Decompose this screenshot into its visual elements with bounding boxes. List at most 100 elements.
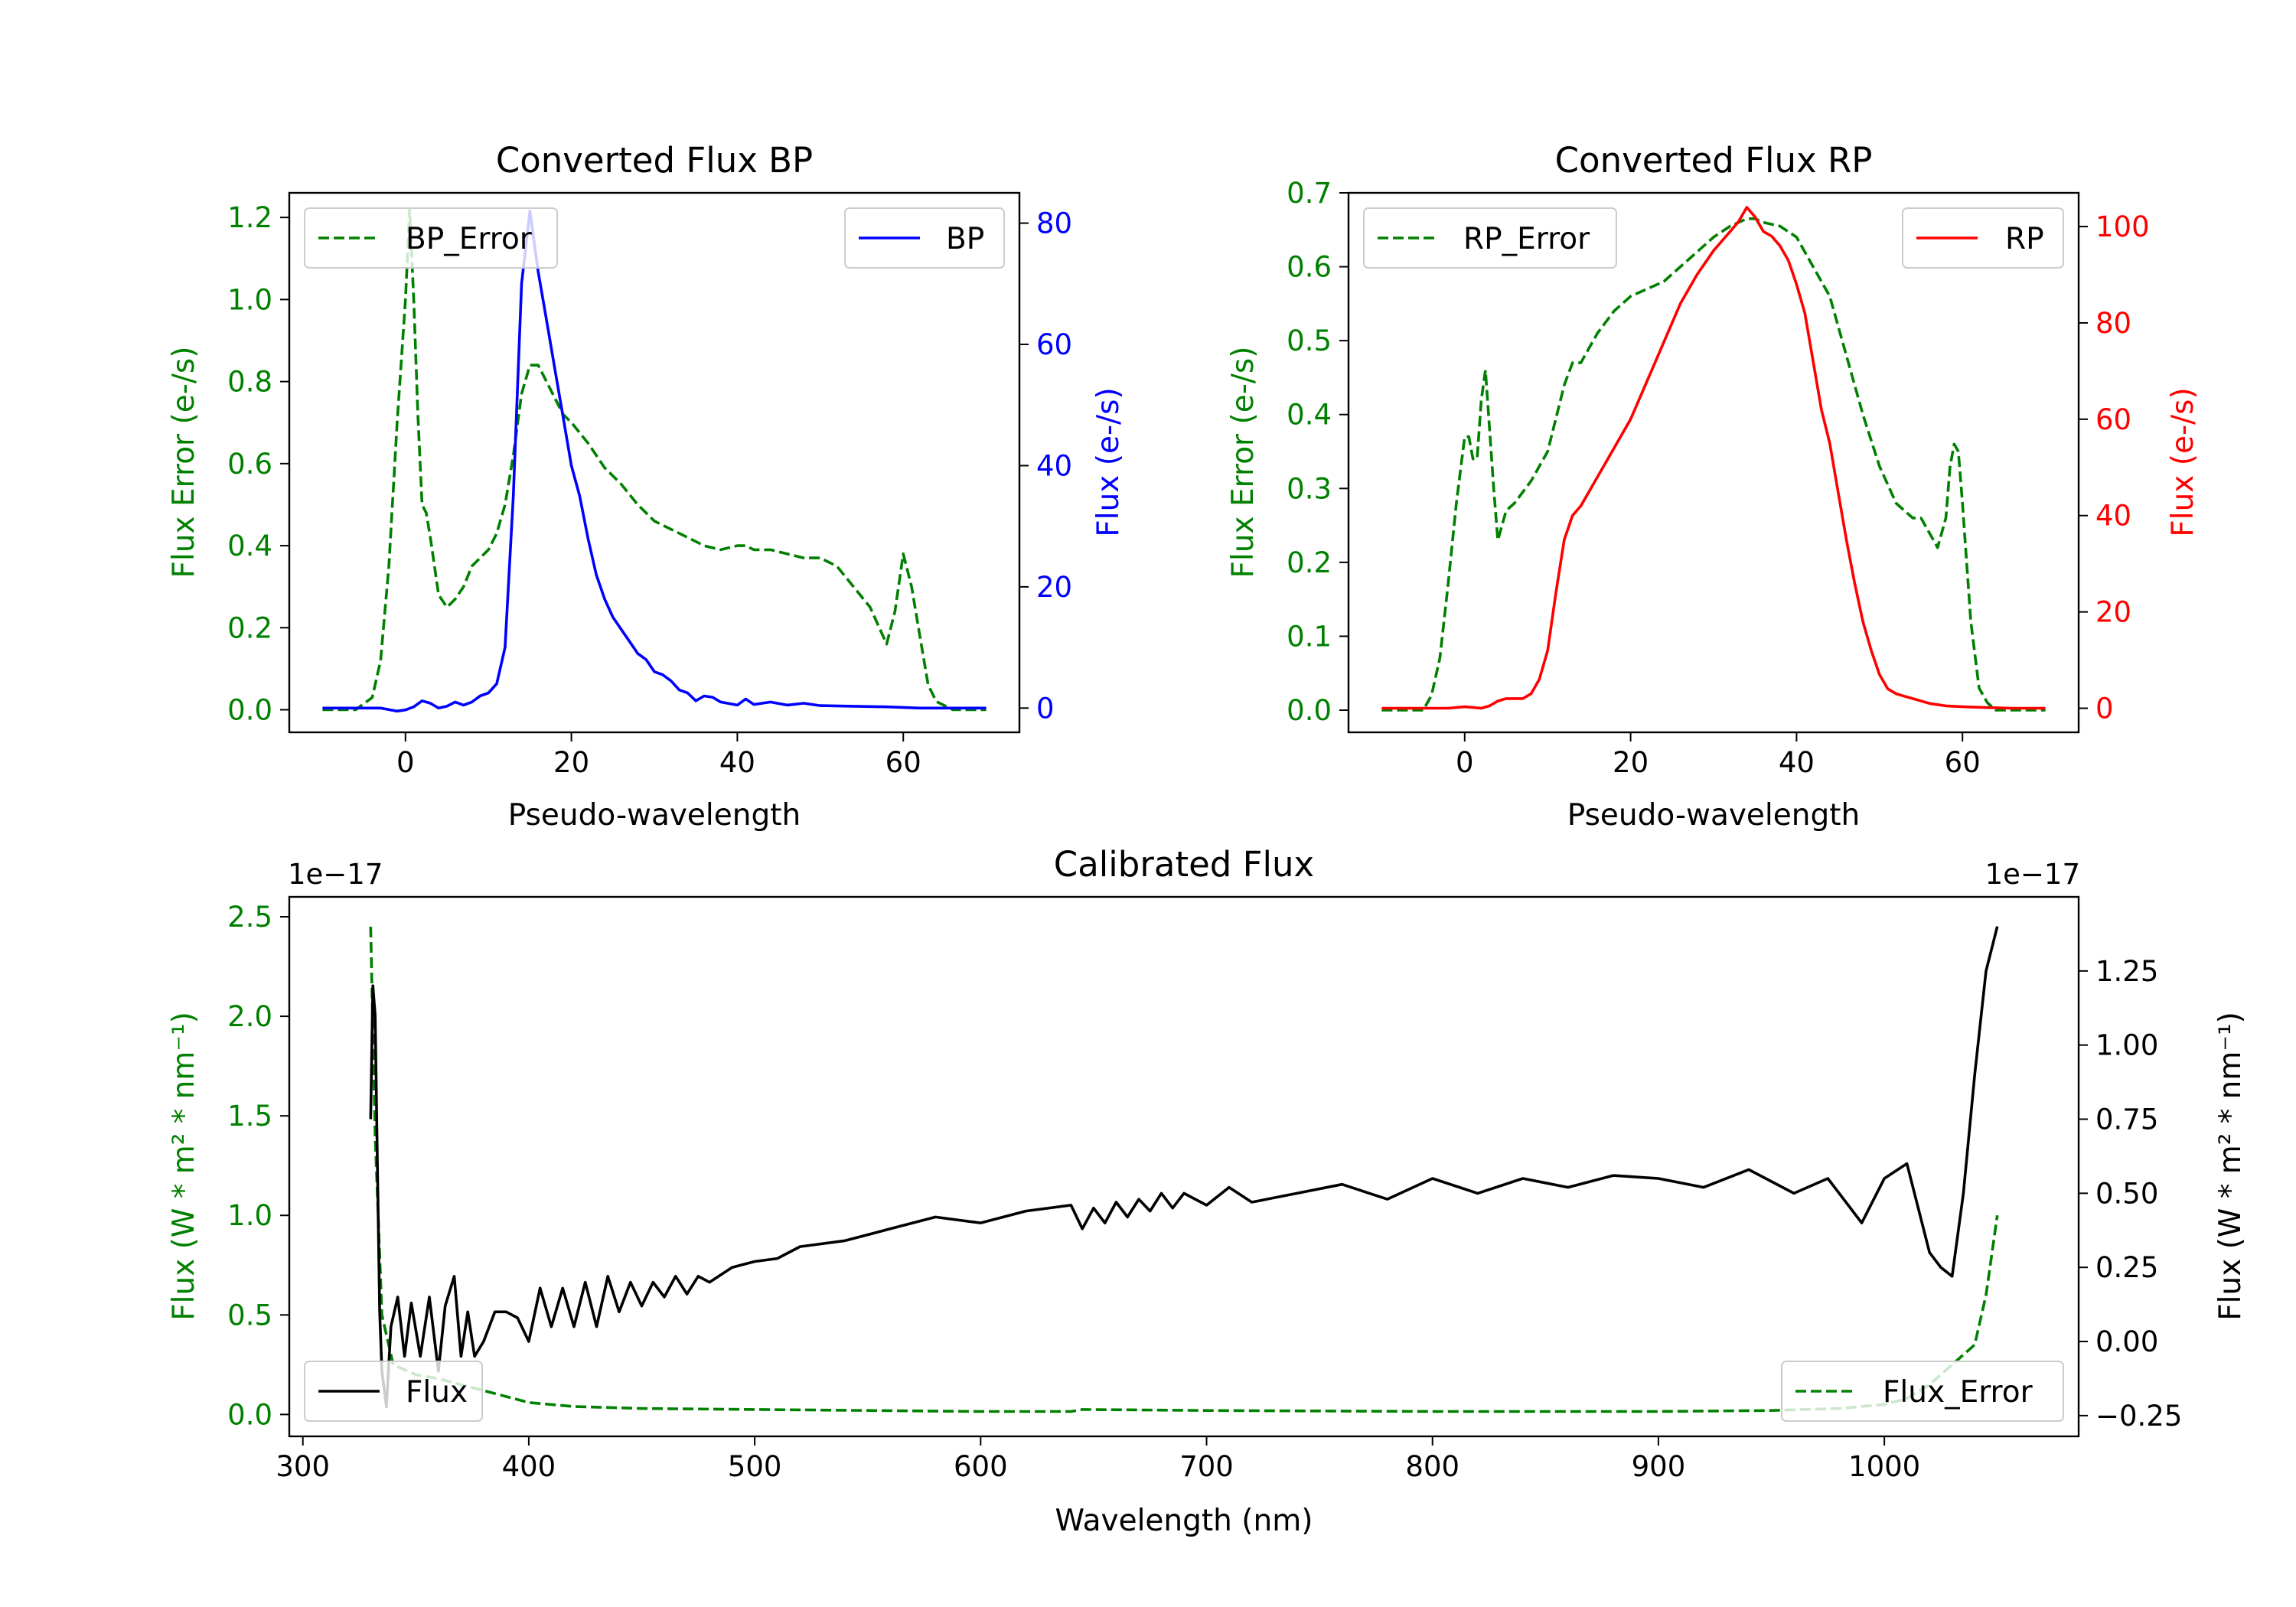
bp-y-right-tick-label: 40	[1036, 449, 1072, 482]
rp-y-right-tick-label: 40	[2095, 500, 2131, 533]
rp-plot-frame	[1347, 191, 2080, 734]
rp-legend-left: RP_Error	[1363, 207, 1617, 269]
bp-y-left-tick-label: 0.6	[227, 448, 272, 481]
cal-y-left-tick-label: 2.5	[227, 901, 272, 934]
rp-y-right-tick-label: 0	[2095, 693, 2114, 725]
bp-x-tick-label: 0	[396, 746, 415, 779]
cal-y-left-tick-label: 1.5	[227, 1100, 272, 1133]
rp-y-left-tick-label: 0.0	[1287, 694, 1332, 727]
cal-panel: Calibrated Flux 1e−17 1e−17 300 400 500 600…	[167, 844, 2248, 1538]
cal-y-right-tick-label: 1.00	[2095, 1029, 2158, 1062]
rp-legend-right: RP	[1902, 207, 2064, 269]
cal-y-left-tick-label: 0.5	[227, 1299, 272, 1332]
rp-x-tick-label: 0	[1456, 746, 1474, 779]
rp-y-left-label: Flux Error (e-/s)	[1226, 347, 1261, 579]
rp-x-tick-label: 60	[1945, 746, 1981, 779]
cal-y-left-tick-label: 1.0	[227, 1199, 272, 1232]
bp-y-left-label: Flux Error (e-/s)	[167, 347, 201, 579]
cal-legend-left-box	[304, 1361, 483, 1422]
cal-title: Calibrated Flux	[1054, 844, 1314, 885]
rp-x-tick-label: 20	[1613, 746, 1649, 779]
cal-y-right-tick-label: 0.75	[2095, 1103, 2158, 1136]
bp-y-left-tick-label: 0.4	[227, 530, 272, 562]
rp-x-label: Pseudo-wavelength	[1567, 798, 1860, 833]
cal-y-right-tick-label: 0.25	[2095, 1251, 2158, 1284]
rp-y-right-tick-label: 80	[2095, 307, 2131, 340]
bp-series-bp-error-line	[322, 207, 987, 712]
rp-series-rp-line	[1381, 206, 2046, 710]
bp-x-ticks: 0 20 40 60	[396, 732, 921, 779]
bp-y-left-tick-label: 1.2	[227, 201, 272, 234]
bp-legend-right-box	[844, 207, 1005, 269]
cal-y-right-tick-label: 0.50	[2095, 1177, 2158, 1210]
bp-panel: Converted Flux BP 0 20 40 60 0.00.20.40.60.…	[167, 140, 1126, 833]
cal-legend-left: Flux	[304, 1361, 483, 1422]
rp-y-left-tick-label: 0.7	[1287, 177, 1332, 210]
cal-x-label: Wavelength (nm)	[1055, 1504, 1313, 1538]
cal-y-left-label: Flux (W * m² * nm⁻¹)	[167, 1012, 201, 1321]
bp-x-tick-label: 60	[885, 746, 921, 779]
rp-y-right-tick-label: 60	[2095, 403, 2131, 436]
rp-title: Converted Flux RP	[1555, 140, 1873, 181]
cal-y-left-tick-label: 0.0	[227, 1398, 272, 1431]
cal-y-left-ticks: 0.0 0.5 1.0 1.5 2.0 2.5	[227, 901, 289, 1431]
rp-legend-flux-label: RP	[2005, 222, 2044, 256]
bp-y-left-tick-label: 0.0	[227, 694, 272, 727]
rp-y-left-tick-label: 0.2	[1287, 546, 1332, 579]
rp-y-right-tick-label: 100	[2095, 210, 2150, 243]
bp-y-right-tick-label: 20	[1036, 571, 1072, 604]
bp-legend-left: BP_Error	[304, 207, 558, 269]
rp-legend-left-box	[1363, 207, 1617, 269]
cal-x-tick-label: 1000	[1848, 1450, 1920, 1483]
cal-x-tick-label: 700	[1179, 1450, 1234, 1483]
rp-x-tick-label: 40	[1779, 746, 1815, 779]
rp-y-left-tick-label: 0.5	[1287, 324, 1332, 357]
cal-x-tick-label: 300	[276, 1450, 330, 1483]
bp-title: Converted Flux BP	[496, 140, 813, 181]
cal-x-tick-label: 800	[1405, 1450, 1459, 1483]
bp-y-right-tick-label: 0	[1036, 692, 1055, 725]
cal-y-right-tick-label: 1.25	[2095, 955, 2158, 988]
bp-legend-flux-label: BP	[946, 222, 984, 256]
rp-y-right-ticks: 0 20 40 60 80 100	[2079, 210, 2150, 725]
rp-y-left-tick-label: 0.1	[1287, 620, 1332, 653]
bp-y-left-tick-label: 0.8	[227, 366, 272, 399]
cal-x-tick-label: 900	[1632, 1450, 1686, 1483]
bp-y-left-tick-label: 1.0	[227, 283, 272, 316]
rp-series-layer	[1381, 206, 2046, 712]
bp-legend-left-box	[304, 207, 558, 269]
cal-y-left-offset: 1e−17	[288, 858, 383, 891]
cal-x-tick-label: 500	[728, 1450, 782, 1483]
cal-legend-right-box	[1781, 1361, 2064, 1422]
cal-legend-flux-label: Flux	[406, 1375, 468, 1410]
cal-legend-right: Flux_Error	[1781, 1361, 2064, 1422]
cal-y-left-tick-label: 2.0	[227, 1000, 272, 1033]
bp-x-tick-label: 20	[553, 746, 589, 779]
bp-series-layer	[322, 207, 987, 713]
rp-legend-right-box	[1902, 207, 2064, 269]
cal-series-flux-line	[369, 926, 1999, 1409]
rp-y-left-ticks: 0.0 0.1 0.2 0.3 0.4 0.5 0.6 0.7	[1287, 177, 1349, 727]
cal-y-right-label: Flux (W * m² * nm⁻¹)	[2213, 1012, 2248, 1321]
bp-y-right-tick-label: 80	[1036, 207, 1072, 240]
bp-legend-right: BP	[844, 207, 1005, 269]
rp-series-rp-error-line	[1381, 217, 2046, 712]
bp-y-right-ticks: 0 20 40 60 80	[1019, 207, 1072, 725]
bp-x-label: Pseudo-wavelength	[508, 798, 801, 833]
bp-y-left-ticks: 0.0 0.2 0.4 0.6 0.8 1.0 1.2	[227, 201, 289, 727]
rp-x-ticks: 0 20 40 60	[1456, 732, 1981, 779]
cal-y-right-tick-label: −0.25	[2095, 1400, 2182, 1433]
rp-y-left-tick-label: 0.4	[1287, 399, 1332, 432]
cal-x-tick-label: 400	[502, 1450, 556, 1483]
rp-panel: Converted Flux RP 0 20 40 60 0.00.10.20.30.…	[1226, 140, 2200, 833]
bp-legend-error-label: BP_Error	[406, 222, 533, 256]
cal-x-ticks: 300 400 500 600 700 800 900 1000	[276, 1436, 1920, 1483]
cal-y-right-ticks: −0.25 0.00 0.25 0.50 0.75 1.00 1.25	[2079, 955, 2182, 1433]
rp-y-left-tick-label: 0.6	[1287, 251, 1332, 284]
bp-y-right-label: Flux (e-/s)	[1091, 387, 1126, 536]
cal-legend-error-label: Flux_Error	[1883, 1375, 2033, 1410]
cal-plot-frame	[288, 895, 2080, 1438]
bp-plot-frame	[288, 191, 1021, 734]
bp-y-left-tick-label: 0.2	[227, 611, 272, 644]
